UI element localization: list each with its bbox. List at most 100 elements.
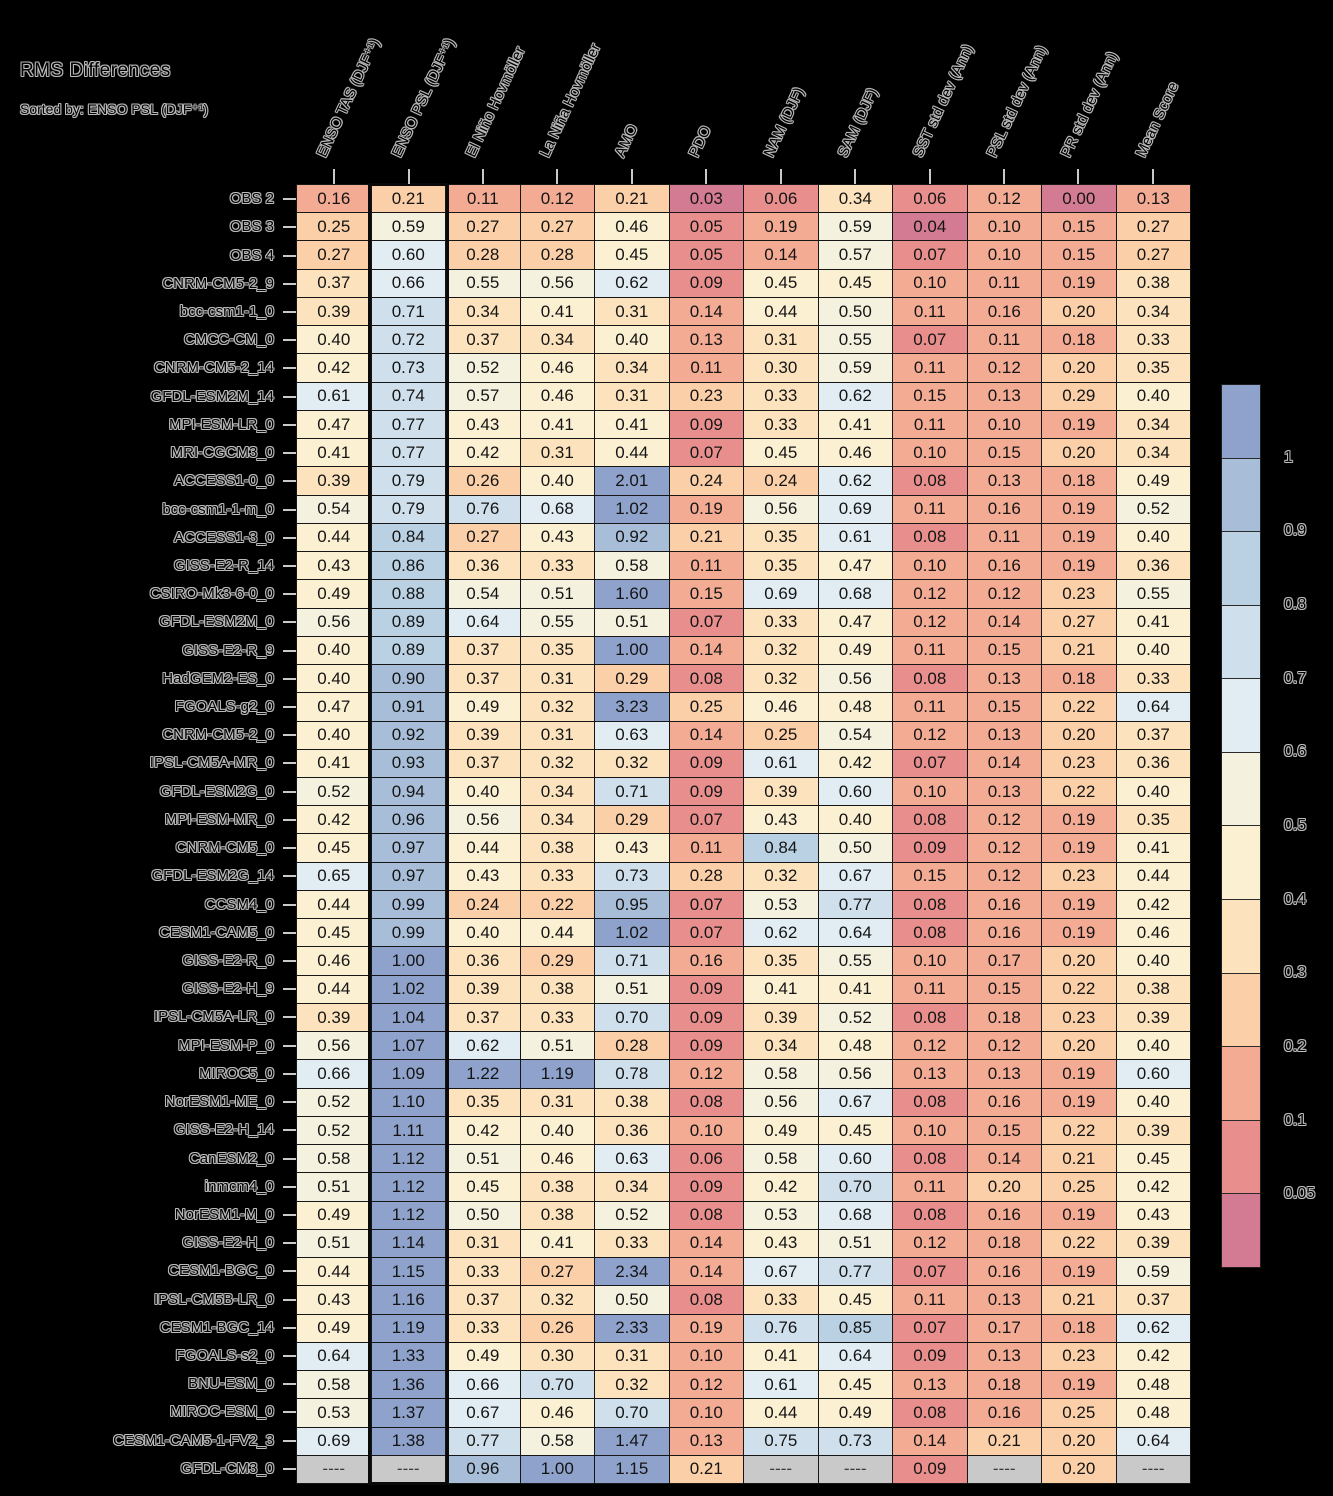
heatmap-cell: 0.18 [1042, 326, 1116, 354]
heatmap-cell: 0.37 [446, 665, 520, 693]
column-label-text: ENSO TAS (DJF⁺¹) [313, 35, 384, 160]
heatmap-cell: 0.11 [893, 1286, 967, 1314]
heatmap-cell: 0.34 [595, 1173, 669, 1201]
heatmap-cell: 0.43 [1116, 1201, 1190, 1229]
heatmap-cell: 0.28 [669, 862, 743, 890]
heatmap-cell: 0.13 [967, 1342, 1041, 1371]
heatmap-cell: 0.64 [446, 608, 520, 636]
heatmap-cell: 0.37 [446, 1286, 520, 1314]
heatmap-cell: 0.19 [1042, 1371, 1116, 1399]
heatmap-cell: 0.16 [669, 947, 743, 975]
heatmap-cell: 0.32 [520, 693, 594, 721]
heatmap-cell: 0.31 [595, 1342, 669, 1371]
heatmap-cell: 0.40 [446, 778, 520, 806]
heatmap-cell: 0.19 [669, 495, 743, 523]
heatmap-cell: 0.45 [744, 269, 818, 297]
heatmap-cell: 0.40 [1116, 1032, 1190, 1060]
heatmap-cell: 0.42 [1116, 890, 1190, 919]
heatmap-cell: 0.42 [297, 354, 371, 382]
heatmap-cell: 0.12 [967, 1032, 1041, 1060]
heatmap-cell: 0.12 [967, 185, 1041, 213]
heatmap-cell: 0.36 [1116, 749, 1190, 778]
heatmap-cell: 0.27 [297, 241, 371, 269]
heatmap-cell: 0.56 [744, 1088, 818, 1116]
heatmap-cell: 0.71 [595, 778, 669, 806]
heatmap-cell: 0.31 [595, 382, 669, 410]
heatmap-cell: 0.19 [1042, 890, 1116, 919]
heatmap-cell: 0.60 [1116, 1060, 1190, 1088]
heatmap-cell: 0.07 [669, 919, 743, 947]
heatmap-cell: 0.07 [669, 890, 743, 919]
colorbar-tick-label: 0.9 [1284, 522, 1307, 540]
heatmap-cell: 0.41 [744, 975, 818, 1003]
heatmap-cell: 0.16 [297, 185, 371, 213]
row-label: GFDL-ESM2G_0 [159, 782, 274, 800]
heatmap-cell: 0.11 [446, 185, 520, 213]
heatmap-cell: 0.24 [446, 890, 520, 919]
heatmap-cell: 0.52 [818, 1003, 892, 1032]
heatmap-cell: 0.34 [520, 806, 594, 834]
heatmap-cell: 0.27 [1116, 241, 1190, 269]
heatmap-cell: 0.31 [446, 1229, 520, 1258]
heatmap-cell: 0.45 [595, 241, 669, 269]
heatmap-cell: 0.36 [446, 947, 520, 975]
heatmap-cell: 0.07 [893, 326, 967, 354]
heatmap-cell: 0.63 [595, 721, 669, 749]
heatmap-cell: 0.84 [744, 834, 818, 862]
heatmap-cell: 1.09 [371, 1060, 445, 1088]
heatmap-cell: ---- [1116, 1455, 1190, 1483]
row-tick [283, 423, 296, 426]
heatmap-cell: 0.10 [893, 947, 967, 975]
heatmap-cell: 0.12 [520, 185, 594, 213]
heatmap-cell: 0.33 [595, 1229, 669, 1258]
heatmap-cell: 0.52 [446, 354, 520, 382]
column-tick [1151, 169, 1154, 184]
heatmap-cell: 0.19 [1042, 1258, 1116, 1286]
heatmap-cell: 0.76 [446, 495, 520, 523]
heatmap-cell: 0.33 [520, 1003, 594, 1032]
heatmap-cell: 1.00 [371, 947, 445, 975]
colorbar [1221, 384, 1261, 1268]
heatmap-cell: 0.67 [446, 1399, 520, 1427]
row-label: BNU-ESM_0 [188, 1375, 274, 1393]
heatmap-cell: 0.13 [967, 382, 1041, 410]
heatmap-cell: 0.18 [967, 1229, 1041, 1258]
colorbar-segment [1222, 1193, 1260, 1267]
heatmap-cell: 0.40 [1116, 523, 1190, 552]
row-label: CMCC-CM_0 [184, 331, 274, 349]
heatmap-cell: 0.23 [1042, 749, 1116, 778]
heatmap-cell: 0.45 [1116, 1145, 1190, 1173]
heatmap-cell: 0.39 [446, 975, 520, 1003]
heatmap-cell: 0.38 [1116, 975, 1190, 1003]
heatmap-cell: 0.65 [297, 862, 371, 890]
heatmap-cell: 0.08 [669, 1286, 743, 1314]
heatmap-cell: 0.74 [371, 382, 445, 410]
heatmap-cell: 0.59 [818, 354, 892, 382]
heatmap-cell: 0.32 [744, 665, 818, 693]
heatmap-cell: 0.19 [744, 213, 818, 241]
heatmap-cell: 0.56 [297, 1032, 371, 1060]
heatmap-cell: 0.46 [297, 947, 371, 975]
heatmap-cell: ---- [744, 1455, 818, 1483]
heatmap-cell: 0.19 [1042, 806, 1116, 834]
heatmap-cell: 0.55 [818, 326, 892, 354]
heatmap-cell: 0.25 [1042, 1173, 1116, 1201]
heatmap-cell: 0.28 [520, 241, 594, 269]
heatmap-cell: 0.32 [520, 1286, 594, 1314]
row-label: GISS-E2-R_0 [182, 951, 274, 969]
heatmap-cell: 0.44 [744, 297, 818, 326]
row-label: FGOALS-g2_0 [174, 698, 274, 716]
heatmap-cell: 0.20 [1042, 354, 1116, 382]
heatmap-cell: 0.06 [744, 185, 818, 213]
row-label: ACCESS1-3_0 [173, 528, 274, 546]
heatmap-cell: 0.29 [1042, 382, 1116, 410]
row-label: MPI-ESM-MR_0 [164, 810, 274, 828]
heatmap-cell: 0.20 [1042, 1032, 1116, 1060]
row-tick [283, 1467, 296, 1470]
row-tick [283, 1129, 296, 1132]
row-tick [283, 1326, 296, 1329]
heatmap-cell: 0.40 [297, 721, 371, 749]
colorbar-tick-label: 0.5 [1284, 817, 1307, 834]
colorbar-segment [1222, 604, 1260, 679]
colorbar-segment [1222, 457, 1260, 532]
